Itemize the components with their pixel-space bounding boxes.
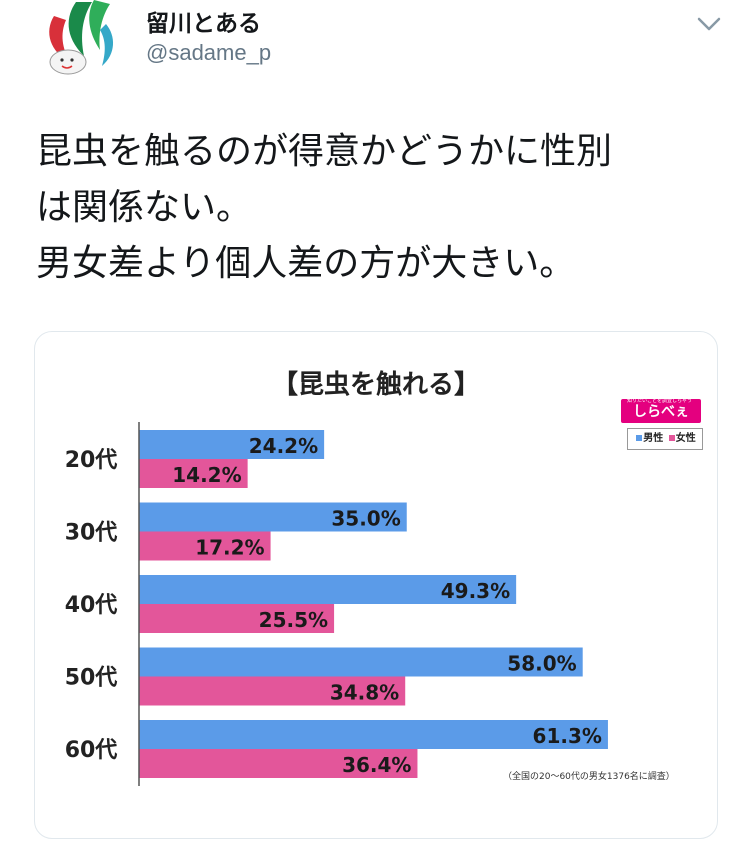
logo-tagline: 知りたいことを調査しちゃう xyxy=(627,398,693,404)
category-label: 60代 xyxy=(65,738,118,763)
bar-female xyxy=(139,531,271,561)
bar-chart: 20代 24.2% 14.2% 30代 35.0% 17.2% 40代 49.3% 25.5% 5… xyxy=(65,422,608,786)
data-label: 14.2% xyxy=(172,463,241,487)
category-label: 30代 xyxy=(65,521,118,546)
user-handle[interactable]: @sadame_p xyxy=(146,40,272,65)
tweet-image[interactable]: 【昆虫を触れる】 知りたいことを調査しちゃう しらべぇ 男性 女性 20代 24.… xyxy=(34,331,718,839)
bar-female xyxy=(139,459,248,488)
data-label: 35.0% xyxy=(331,507,400,531)
data-label: 17.2% xyxy=(195,536,264,560)
chart-legend: 男性 女性 xyxy=(627,428,703,450)
bar-male xyxy=(139,575,517,604)
chart-title: 【昆虫を触れる】 xyxy=(271,370,480,400)
data-label: 24.2% xyxy=(249,434,318,458)
data-label: 49.3% xyxy=(441,579,510,603)
legend-male: 男性 xyxy=(643,433,664,444)
tweet-text: 昆虫を触るのが得意かどうかに性別 は関係ない。 男女差より個人差の方が大きい。 xyxy=(36,124,726,292)
tweet-line: 昆虫を触るのが得意かどうかに性別 xyxy=(36,131,613,172)
data-label: 34.8% xyxy=(330,681,399,705)
data-label: 36.4% xyxy=(342,753,411,777)
chevron-down-icon[interactable] xyxy=(694,12,724,36)
display-name[interactable]: 留川とある xyxy=(146,11,261,37)
chart-footnote: （全国の20〜60代の男女1376名に調査） xyxy=(503,772,675,782)
legend-swatch-female xyxy=(668,434,675,441)
legend-swatch-male xyxy=(636,434,643,441)
avatar[interactable] xyxy=(36,0,126,80)
legend-female: 女性 xyxy=(675,433,696,444)
category-label: 50代 xyxy=(65,666,118,691)
shirabee-logo: 知りたいことを調査しちゃう しらべぇ xyxy=(621,398,701,423)
data-label: 58.0% xyxy=(507,652,576,676)
data-label: 25.5% xyxy=(259,608,328,632)
category-label: 20代 xyxy=(65,448,118,473)
tweet-line: は関係ない。 xyxy=(36,187,253,228)
data-label: 61.3% xyxy=(533,724,602,748)
bar-female xyxy=(139,604,335,633)
logo-text: しらべぇ xyxy=(633,404,689,420)
tweet-line: 男女差より個人差の方が大きい。 xyxy=(36,243,576,284)
bar-male xyxy=(139,502,407,532)
bar-male xyxy=(139,720,608,749)
bar-male xyxy=(139,430,325,459)
category-label: 40代 xyxy=(65,593,118,618)
bar-female xyxy=(139,676,406,706)
bar-male xyxy=(139,647,583,677)
bar-female xyxy=(139,749,418,778)
